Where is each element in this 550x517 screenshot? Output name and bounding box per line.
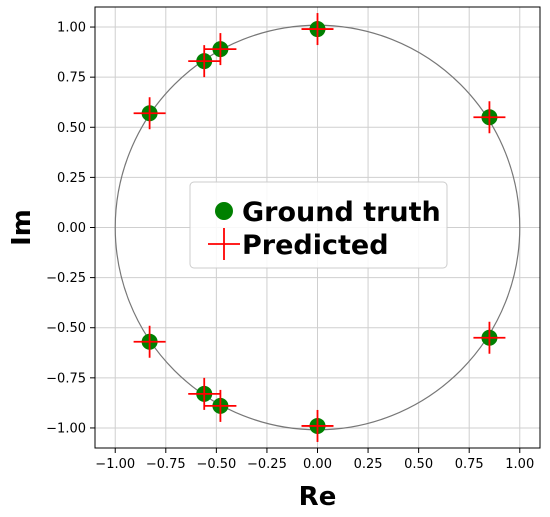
y-tick-label: 0.50 [57,121,86,136]
predicted-point [473,321,506,354]
x-tick-label: 0.00 [303,457,332,472]
y-tick-label: 0.75 [57,71,86,86]
predicted-point [133,325,166,358]
x-tick-label: −0.75 [146,457,186,472]
x-tick-label: 0.25 [354,457,383,472]
x-axis-label: Re [299,482,337,512]
legend-ground-truth-marker [215,202,233,220]
x-tick-label: 0.50 [404,457,433,472]
legend-predicted-marker [208,228,240,260]
predicted-point [473,101,506,134]
x-tick-label: 1.00 [505,457,534,472]
legend-box [189,181,448,269]
y-tick-label: −0.75 [46,371,86,386]
predicted-point [188,377,221,410]
y-tick-label: 0.25 [57,171,86,186]
legend-ground-truth-label: Ground truth [242,197,441,228]
data-marks [133,13,506,442]
legend: Ground truth Predicted [189,181,448,269]
predicted-point [301,409,334,442]
x-tick-label: −0.50 [196,457,236,472]
x-tick-label: −0.25 [247,457,287,472]
predicted-point [301,13,334,46]
x-tick-label: 0.75 [455,457,484,472]
axis-ticks: −1.00 −0.75 −0.50 −0.25 0.00 0.25 0.50 0.75 1.00… [46,21,534,472]
predicted-point [204,389,237,422]
y-tick-label: −0.25 [46,271,86,286]
y-tick-label: −1.00 [46,421,86,436]
predicted-point [188,45,221,78]
x-tick-label: −1.00 [95,457,135,472]
predicted-point [133,97,166,130]
legend-predicted-label: Predicted [242,230,389,261]
y-tick-label: −0.50 [46,321,86,336]
y-axis-label: Im [7,209,37,246]
predicted-point [204,33,237,66]
y-tick-label: 0.00 [57,221,86,236]
y-tick-label: 1.00 [57,21,86,36]
